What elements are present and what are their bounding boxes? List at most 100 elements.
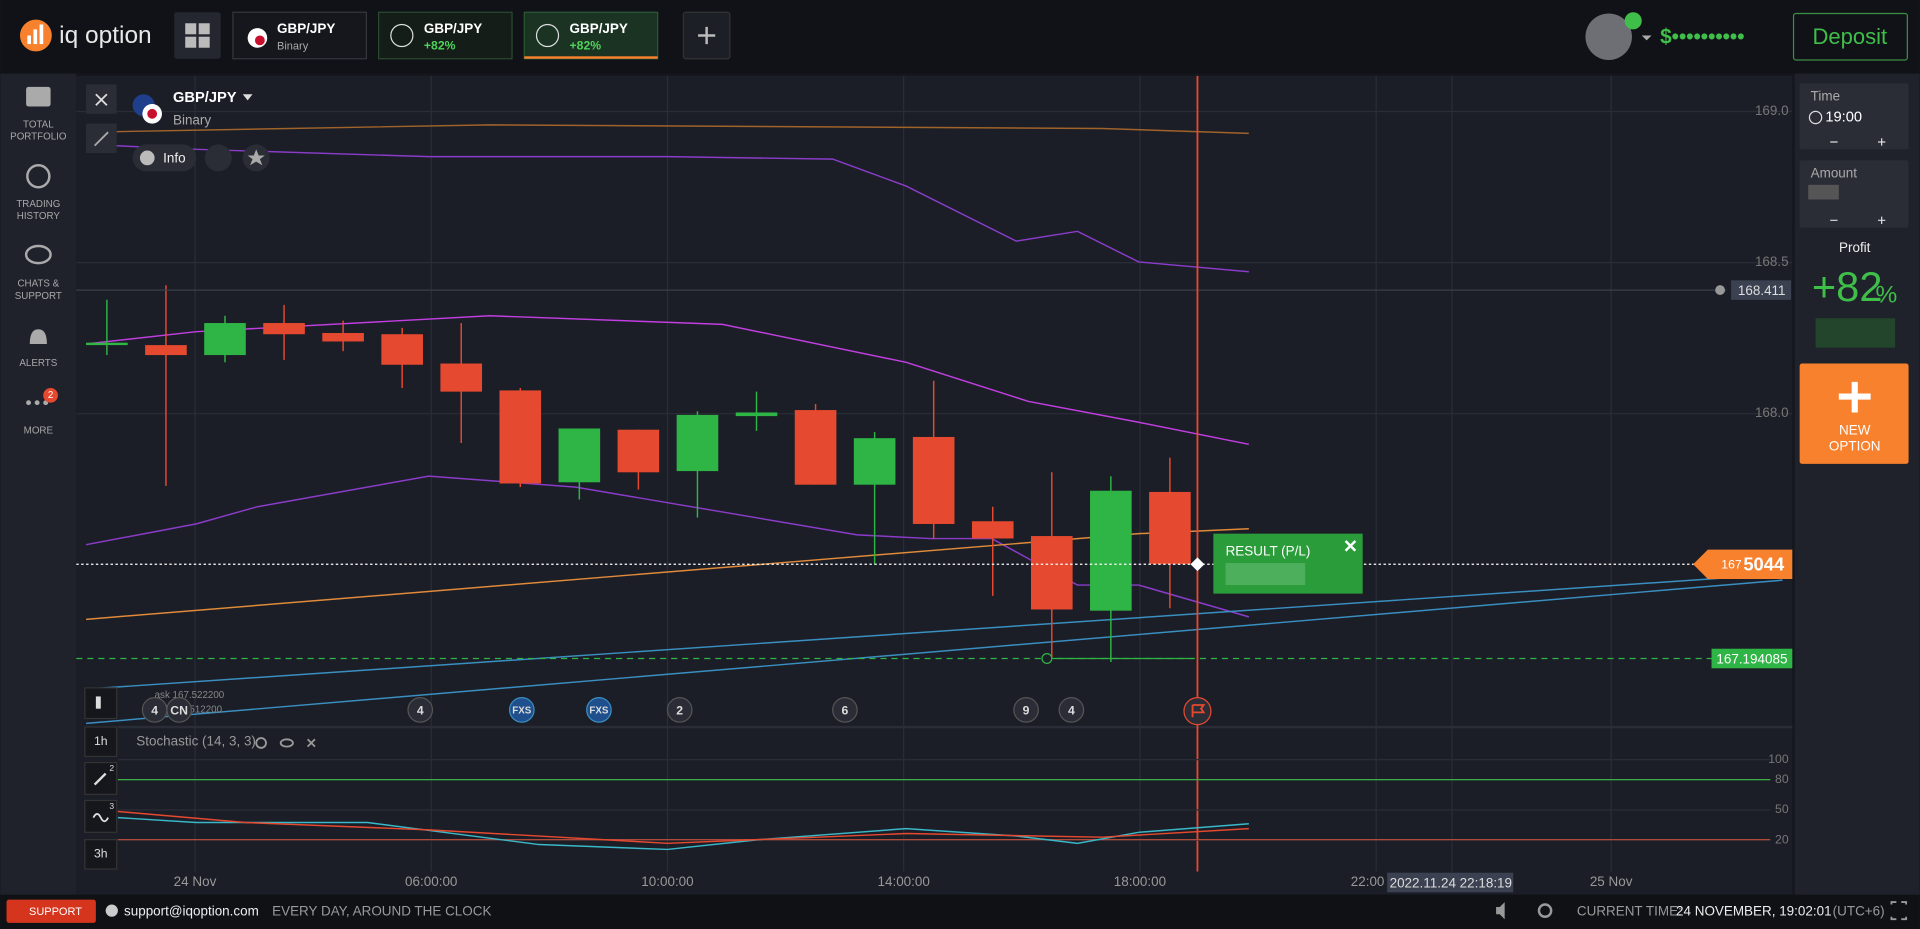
y-tick-label: 100 bbox=[1768, 752, 1789, 766]
event-marker[interactable] bbox=[666, 697, 693, 723]
settings-icon[interactable] bbox=[1537, 903, 1553, 918]
chart-subtitle: Binary bbox=[173, 113, 211, 128]
support-label: SUPPORT bbox=[29, 906, 82, 918]
sidebar-label[interactable]: TRADING bbox=[16, 199, 60, 210]
stochastic-d bbox=[117, 810, 1249, 845]
balance[interactable]: $•••••••••• bbox=[1660, 25, 1744, 48]
dropdown bbox=[242, 94, 253, 101]
info-label: Info bbox=[163, 151, 185, 166]
deposit-button[interactable] bbox=[1792, 12, 1908, 61]
event-marker[interactable] bbox=[508, 697, 535, 723]
event-label: FXS bbox=[589, 706, 608, 717]
sidebar-label[interactable]: ALERTS bbox=[19, 358, 57, 369]
candle-body bbox=[499, 390, 542, 484]
interval-button[interactable] bbox=[84, 726, 118, 758]
sidebar-label[interactable]: CHATS & bbox=[18, 279, 60, 290]
pen-icon bbox=[93, 772, 107, 786]
event-label: 2 bbox=[676, 703, 683, 717]
chart-title[interactable]: GBP/JPY bbox=[173, 90, 237, 106]
settings-icon[interactable] bbox=[255, 737, 267, 749]
alert-button[interactable] bbox=[204, 144, 232, 172]
interval-label: 1h bbox=[94, 734, 108, 748]
new-option-button[interactable] bbox=[1799, 363, 1909, 464]
sidebar-label[interactable]: HISTORY bbox=[17, 211, 61, 222]
tab-symbol: GBP/JPY bbox=[277, 21, 335, 36]
current-tag bbox=[1693, 549, 1793, 579]
x-tick-label: 25 Nov bbox=[1590, 874, 1633, 889]
event-marker[interactable] bbox=[166, 697, 192, 723]
sidebar-label[interactable]: MORE bbox=[24, 425, 54, 436]
logo-text: iq option bbox=[59, 22, 152, 49]
candle-body bbox=[86, 342, 128, 346]
support-email[interactable]: support@iqoption.com bbox=[124, 903, 259, 918]
candle-icon bbox=[95, 696, 101, 709]
chart-type-button[interactable] bbox=[84, 687, 118, 720]
sidebar-label[interactable]: TOTAL bbox=[23, 119, 54, 130]
candle-body bbox=[322, 333, 364, 342]
x-tick-label: 06:00:00 bbox=[405, 874, 457, 889]
event-marker[interactable] bbox=[407, 697, 434, 723]
asset-tab[interactable] bbox=[523, 11, 659, 60]
candle-body bbox=[1090, 490, 1132, 611]
event-label: 6 bbox=[842, 703, 849, 717]
blurred-value bbox=[1225, 563, 1306, 586]
close-icon bbox=[95, 93, 108, 106]
trade-point bbox=[1041, 652, 1053, 665]
info-icon bbox=[139, 150, 155, 166]
event-marker[interactable] bbox=[1013, 697, 1039, 723]
candle-body bbox=[558, 428, 601, 483]
wave-icon bbox=[92, 813, 109, 823]
sound-icon[interactable] bbox=[1496, 902, 1505, 920]
avatar[interactable] bbox=[1585, 13, 1632, 60]
event-label: 4 bbox=[1068, 703, 1075, 717]
asset-tab[interactable] bbox=[377, 11, 513, 60]
bell-icon bbox=[1715, 285, 1725, 295]
profit-unit: % bbox=[1876, 282, 1898, 309]
grid-button[interactable] bbox=[174, 12, 221, 59]
flag-icon bbox=[254, 35, 265, 46]
sidebar-label[interactable]: PORTFOLIO bbox=[10, 132, 67, 143]
stepper[interactable] bbox=[1830, 216, 1886, 224]
badge-count: 2 bbox=[48, 390, 53, 401]
expiry-marker[interactable] bbox=[1183, 697, 1212, 726]
indicators bbox=[85, 124, 1783, 725]
target-tag bbox=[1711, 648, 1793, 669]
time-label: Time bbox=[1811, 88, 1840, 103]
x-tick-label: 24 Nov bbox=[174, 874, 217, 889]
amount-label: Amount bbox=[1811, 165, 1858, 180]
x-tick-label: 10:00:00 bbox=[641, 874, 693, 889]
y-tick-label: 168.0 bbox=[1755, 405, 1789, 420]
event-marker[interactable] bbox=[832, 697, 858, 723]
time-zone: (UTC+6) bbox=[1833, 903, 1885, 918]
support-button[interactable] bbox=[6, 899, 96, 923]
time-box[interactable] bbox=[1799, 83, 1909, 150]
plus-icon bbox=[698, 26, 716, 45]
event-marker[interactable] bbox=[586, 697, 612, 723]
tab-symbol: GBP/JPY bbox=[570, 21, 628, 36]
event-label: 4 bbox=[151, 703, 158, 717]
flag-icon bbox=[147, 108, 158, 119]
candle-body bbox=[440, 363, 483, 392]
logo-bar bbox=[39, 24, 44, 45]
deposit-label: Deposit bbox=[1813, 24, 1888, 49]
event-marker[interactable] bbox=[1058, 697, 1085, 723]
current-price-digits: 5044 bbox=[1743, 553, 1785, 574]
sidebar-label[interactable]: SUPPORT bbox=[15, 291, 62, 302]
interval-button[interactable] bbox=[84, 839, 118, 870]
tab-detail: +82% bbox=[570, 39, 602, 53]
close-result[interactable] bbox=[1344, 540, 1357, 552]
compress-icon bbox=[93, 131, 109, 147]
alert-price: 168.411 bbox=[1738, 283, 1786, 298]
candle-body bbox=[617, 429, 660, 473]
fullscreen-icon[interactable] bbox=[1890, 901, 1908, 921]
remove-icon[interactable] bbox=[306, 738, 316, 748]
x-tick-label: 14:00:00 bbox=[878, 874, 930, 889]
stepper[interactable] bbox=[1830, 138, 1886, 146]
verified-badge bbox=[1624, 12, 1642, 30]
amount-box[interactable] bbox=[1799, 160, 1909, 228]
alert-tag[interactable] bbox=[1731, 280, 1792, 300]
profit-label: Profit bbox=[1839, 240, 1871, 255]
visibility-icon[interactable] bbox=[279, 738, 294, 748]
interval-label: 3h bbox=[94, 847, 108, 861]
indicator-title: Stochastic (14, 3, 3) bbox=[136, 733, 256, 748]
